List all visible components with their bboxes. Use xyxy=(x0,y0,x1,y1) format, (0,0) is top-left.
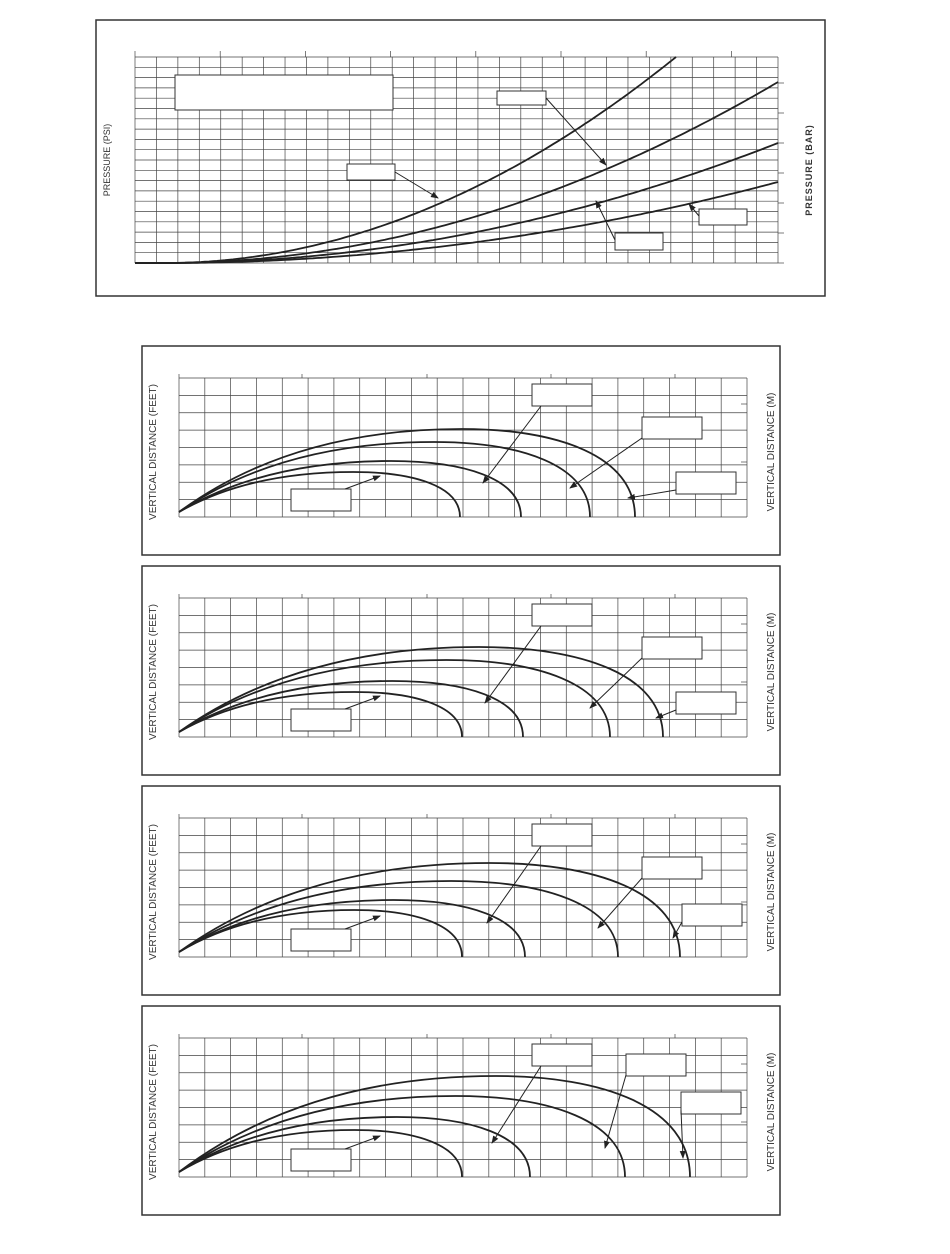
trajectory xyxy=(178,428,636,518)
arrow xyxy=(604,1074,627,1149)
arrow xyxy=(344,1135,381,1150)
arrow xyxy=(597,877,643,929)
label-box xyxy=(531,1043,593,1067)
label-box xyxy=(641,416,703,440)
curve xyxy=(135,81,779,264)
trajectory xyxy=(178,471,461,518)
trajectory xyxy=(178,659,611,738)
label-box xyxy=(531,603,593,627)
frame xyxy=(141,1005,781,1216)
trajectory xyxy=(178,460,522,518)
label-box xyxy=(681,903,743,927)
arrow xyxy=(595,200,616,241)
label-box xyxy=(290,708,352,732)
trajectory xyxy=(178,1075,691,1178)
label-box xyxy=(641,636,703,660)
arrow xyxy=(569,437,643,489)
top-plot xyxy=(134,51,784,264)
label-box xyxy=(531,383,593,407)
arrow xyxy=(344,475,381,490)
label-box xyxy=(698,208,748,226)
label-box xyxy=(531,823,593,847)
y-label: VERTICAL DISTANCE (FEET) xyxy=(148,604,159,740)
trajectory xyxy=(178,646,664,738)
label-box xyxy=(675,471,737,495)
label-box xyxy=(625,1053,687,1077)
y-label: VERTICAL DISTANCE (FEET) xyxy=(148,384,159,520)
trajectory xyxy=(178,691,463,738)
trajectory xyxy=(178,1129,463,1178)
y2-label: VERTICAL DISTANCE (M) xyxy=(766,393,777,512)
arrow xyxy=(394,171,439,199)
frame xyxy=(141,345,781,556)
arrow xyxy=(545,97,607,166)
trajectory-chart: VERTICAL DISTANCE (FEET) VERTICAL DISTANC… xyxy=(141,345,781,556)
curve xyxy=(135,142,779,264)
arrow xyxy=(672,921,683,939)
y-label: PRESSURE (PSI) xyxy=(102,124,112,197)
trajectory xyxy=(178,880,619,958)
trajectory xyxy=(178,441,591,518)
label-box xyxy=(680,1091,742,1115)
arrow xyxy=(679,1109,686,1159)
arrow xyxy=(344,695,381,710)
arrow xyxy=(627,489,677,500)
y-label: VERTICAL DISTANCE (FEET) xyxy=(148,824,159,960)
top-frame xyxy=(95,19,826,297)
y2-label: VERTICAL DISTANCE (M) xyxy=(766,833,777,952)
y2-label: VERTICAL DISTANCE (M) xyxy=(766,613,777,732)
arrow xyxy=(482,405,542,484)
trajectory xyxy=(178,909,463,958)
label-box xyxy=(346,163,396,181)
trajectory-chart: VERTICAL DISTANCE (FEET) VERTICAL DISTANC… xyxy=(141,565,781,776)
label-box xyxy=(290,488,352,512)
trajectory-plots: VERTICAL DISTANCE (FEET) VERTICAL DISTANC… xyxy=(141,345,781,1216)
frame xyxy=(141,565,781,776)
label-box xyxy=(290,928,352,952)
arrow xyxy=(491,1065,542,1144)
arrow xyxy=(688,203,700,217)
label-box xyxy=(174,74,394,111)
frame xyxy=(141,785,781,996)
y-label: VERTICAL DISTANCE (FEET) xyxy=(148,1044,159,1180)
label-box xyxy=(614,232,664,251)
trajectory-chart: VERTICAL DISTANCE (FEET) VERTICAL DISTANC… xyxy=(141,1005,781,1216)
arrow xyxy=(344,915,381,930)
trajectory xyxy=(178,1095,626,1178)
y2-label: VERTICAL DISTANCE (M) xyxy=(766,1053,777,1172)
curve xyxy=(135,56,677,264)
arrow xyxy=(486,845,542,924)
label-box xyxy=(496,90,547,106)
curve xyxy=(135,181,779,264)
y2-label: PRESSURE (BAR) xyxy=(804,124,814,216)
trajectory xyxy=(178,1116,531,1178)
arrow xyxy=(589,657,643,709)
arrow xyxy=(655,709,677,719)
trajectory-chart: VERTICAL DISTANCE (FEET) VERTICAL DISTANC… xyxy=(141,785,781,996)
label-box xyxy=(675,691,737,715)
label-box xyxy=(641,856,703,880)
label-box xyxy=(290,1148,352,1172)
trajectory xyxy=(178,862,681,958)
trajectory xyxy=(178,680,524,738)
arrow xyxy=(484,625,542,704)
trajectory xyxy=(178,899,526,958)
